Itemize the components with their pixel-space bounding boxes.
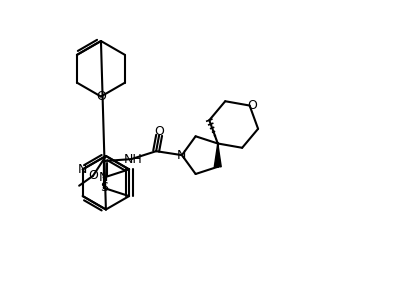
Text: O: O [247,99,257,112]
Polygon shape [214,144,221,167]
Text: O: O [154,125,164,138]
Text: N: N [177,149,186,162]
Text: O: O [96,90,106,103]
Text: S: S [99,181,108,194]
Text: N: N [78,163,87,176]
Text: NH: NH [124,153,142,166]
Text: N: N [99,171,108,184]
Text: O: O [88,169,98,182]
